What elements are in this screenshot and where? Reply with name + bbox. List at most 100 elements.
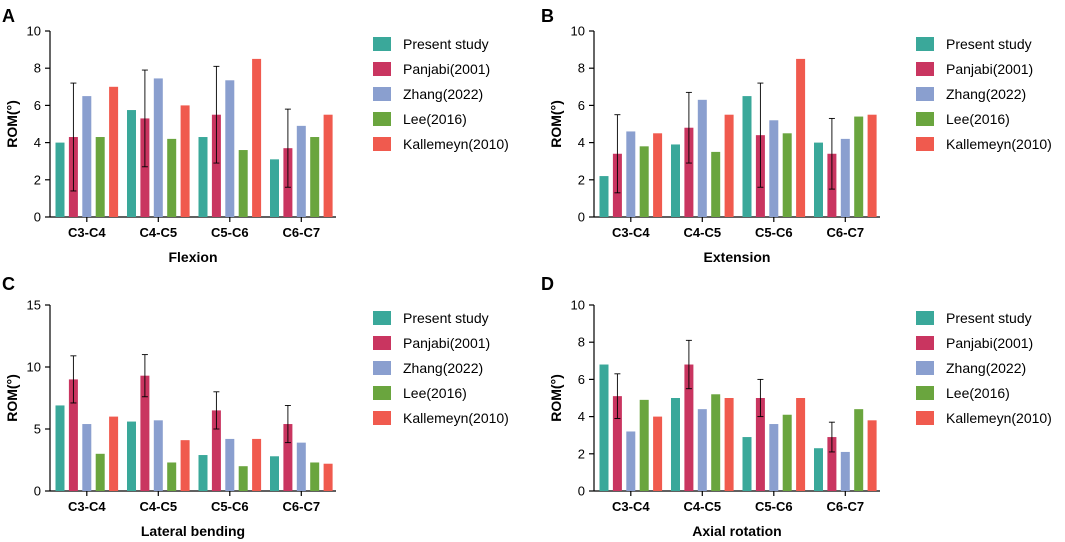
bar [697,99,707,217]
x-tick-label: C3-C4 [612,499,650,514]
bar [742,96,752,217]
y-tick-label: 8 [578,335,585,350]
legend-swatch [916,112,934,126]
legend: Present study Panjabi(2001) Zhang(2022) Lee… [373,36,509,152]
bar [153,78,163,218]
panel-letter: A [2,6,15,26]
legend: Present study Panjabi(2001) Zhang(2022) Lee… [916,36,1052,152]
bar [198,455,208,491]
x-tick-label: C4-C5 [140,499,178,514]
bar [55,405,65,491]
bar [742,437,752,491]
legend-swatch [373,62,391,76]
y-tick-label: 2 [578,446,585,461]
x-tick-label: C4-C5 [684,499,722,514]
legend-label: Present study [946,310,1032,326]
legend-label: Panjabi(2001) [403,335,490,351]
panel-letter: C [2,274,15,294]
bar [95,137,105,217]
bar [180,105,190,217]
y-tick-label: 8 [578,61,585,76]
legend-swatch [373,311,391,325]
bar [612,396,622,491]
y-tick-label: 8 [34,61,41,76]
y-tick-label: 6 [578,372,585,387]
legend-swatch [916,37,934,51]
bar [711,151,721,217]
legend-label: Kallemeyn(2010) [403,410,509,426]
legend-label: Kallemeyn(2010) [946,410,1052,426]
bar [270,456,279,491]
bar [867,420,877,491]
legend-label: Zhang(2022) [403,360,483,376]
x-tick-label: C6-C7 [827,225,865,240]
bar [310,137,320,217]
y-axis-title: ROM(°) [4,100,20,148]
bar [796,58,806,218]
chart-panel-c: C 0 5 10 15 ROM(°) C3-C4 C4-C5 C5-C6 C6-C7 Lateral… [2,274,509,539]
y-tick-label: 0 [34,210,41,225]
bar [769,424,779,491]
bar [109,416,119,491]
panel-letter: B [541,6,554,26]
legend: Present study Panjabi(2001) Zhang(2022) Lee… [373,310,509,426]
bar [671,144,680,217]
bar [697,409,707,491]
bar [296,125,306,217]
bar [724,114,734,217]
bar [225,438,235,491]
legend-swatch [916,311,934,325]
y-tick-label: 4 [578,409,585,424]
bar [68,379,78,491]
bar [323,463,333,491]
y-tick-label: 0 [578,210,585,225]
bar [599,176,609,217]
chart-panel-a: A 0 2 4 6 8 10 ROM(°) C3-C4 C4-C5 C5-C6 C6-C7 Flexio… [2,6,509,265]
legend-swatch [373,361,391,375]
bar [854,409,864,491]
legend-swatch [916,411,934,425]
legend-swatch [373,411,391,425]
legend-label: Present study [946,36,1032,52]
bar [599,364,609,491]
legend-label: Present study [403,310,489,326]
legend-label: Lee(2016) [946,111,1010,127]
bar [82,96,92,217]
legend-swatch [916,386,934,400]
legend-label: Panjabi(2001) [403,61,490,77]
x-axis-title: Flexion [168,249,217,265]
bar [653,416,663,491]
bar [211,114,221,217]
bar [769,120,779,217]
panel-letter: D [541,274,554,294]
x-tick-label: C4-C5 [140,225,178,240]
y-axis-title: ROM(°) [4,374,20,422]
legend: Present study Panjabi(2001) Zhang(2022) Lee… [916,310,1052,426]
bar [724,398,734,491]
legend-swatch [916,62,934,76]
bar [310,462,320,491]
bar [840,451,850,491]
x-tick-label: C5-C6 [755,499,793,514]
bar [238,466,248,491]
bar [109,86,119,217]
y-tick-label: 15 [27,298,41,313]
x-tick-label: C6-C7 [827,499,865,514]
bar [127,110,136,217]
legend-swatch [373,87,391,101]
bar [814,448,823,491]
y-tick-label: 2 [34,172,41,187]
legend-swatch [916,361,934,375]
bar [140,118,150,217]
bar [671,398,680,491]
chart-panel-d: D 0 2 4 6 8 10 ROM(°) C3-C4 C4-C5 C5-C6 C6-C7 Axial … [541,274,1052,539]
bar [854,116,864,217]
legend-swatch [373,137,391,151]
bar [55,142,65,217]
legend-swatch [373,112,391,126]
legend-label: Zhang(2022) [946,86,1026,102]
bar [840,138,850,217]
legend-label: Lee(2016) [403,111,467,127]
bar [198,137,208,217]
x-tick-label: C3-C4 [68,225,106,240]
